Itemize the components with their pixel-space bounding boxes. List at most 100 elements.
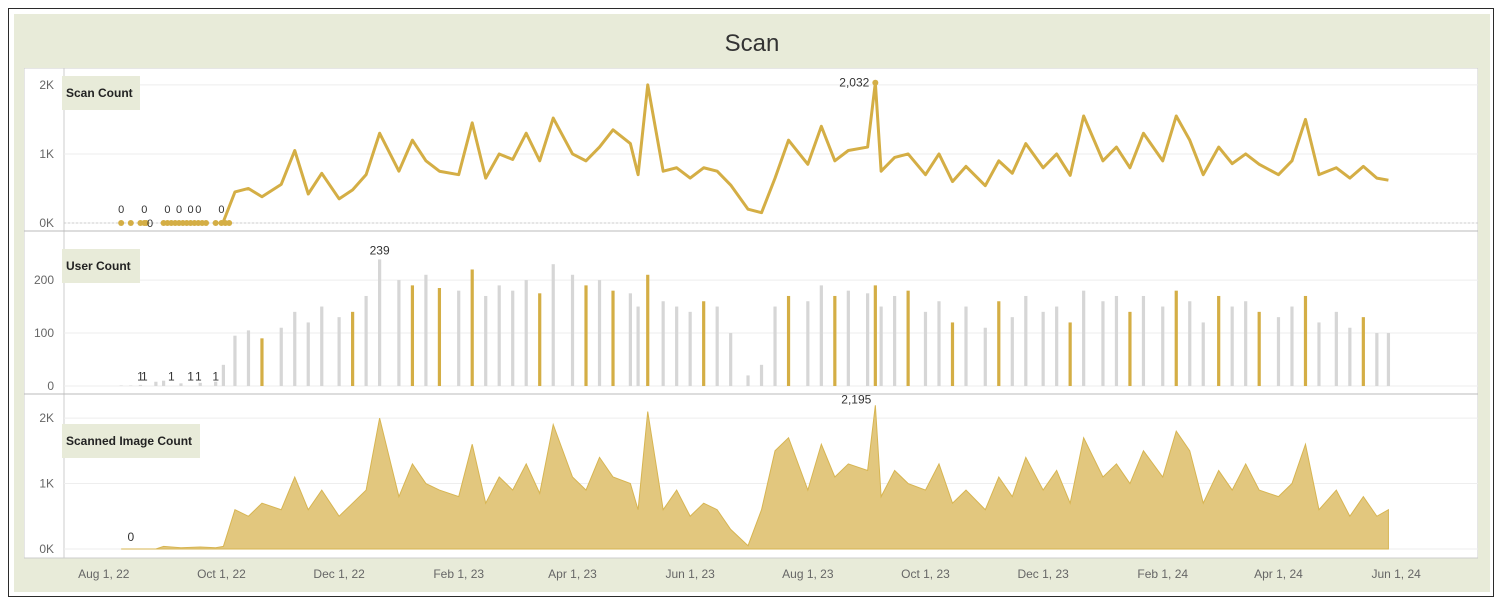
bar: [893, 295, 897, 386]
data-point: [226, 220, 233, 226]
bar: [138, 384, 143, 386]
data-label: 0: [127, 530, 134, 544]
bar: [773, 306, 777, 386]
bar: [964, 306, 968, 386]
bar: [1317, 322, 1321, 386]
y-tick-label: 2K: [39, 78, 54, 92]
bar: [866, 293, 870, 386]
panel-title-box: [62, 249, 140, 283]
bar: [1055, 306, 1059, 386]
y-tick-label: 1K: [39, 147, 54, 161]
bar: [983, 327, 987, 386]
data-point: [203, 220, 210, 226]
bar: [1024, 295, 1028, 386]
bar: [1361, 317, 1365, 386]
bar: [879, 306, 883, 386]
x-tick-label: Oct 1, 22: [197, 567, 246, 581]
data-label: 2,032: [839, 76, 869, 90]
y-tick-label: 100: [34, 326, 54, 340]
x-tick-label: Dec 1, 23: [1017, 567, 1069, 581]
bar: [570, 274, 575, 386]
bar: [1161, 306, 1165, 386]
bar: [806, 301, 810, 386]
bar: [702, 301, 706, 386]
data-label: 1: [141, 369, 148, 383]
plots-background: [23, 67, 1479, 559]
bar: [661, 301, 665, 386]
bar: [950, 322, 955, 386]
dashboard-title: Scan: [724, 30, 780, 57]
bar: [833, 295, 837, 386]
bar: [214, 381, 218, 386]
bar: [628, 293, 632, 386]
bar: [819, 285, 823, 386]
y-tick-label: 200: [34, 273, 54, 287]
bar: [279, 327, 283, 386]
bar: [1334, 311, 1338, 386]
bar: [746, 375, 750, 386]
data-point: [143, 220, 150, 226]
data-label: 0: [195, 204, 201, 216]
bar: [1041, 311, 1045, 386]
bar: [364, 295, 368, 386]
bar: [873, 285, 877, 386]
bar: [1257, 311, 1261, 386]
bar: [511, 290, 515, 386]
bar: [320, 306, 324, 386]
bar: [497, 285, 501, 386]
y-tick-label: 0K: [39, 216, 54, 230]
x-tick-label: Oct 1, 23: [901, 567, 950, 581]
bar: [1375, 333, 1379, 386]
data-point: [872, 79, 879, 86]
bar: [337, 317, 341, 386]
bar: [675, 306, 679, 386]
bar: [457, 290, 461, 386]
bar: [198, 382, 202, 386]
x-tick-label: Apr 1, 24: [1254, 567, 1303, 581]
bar: [233, 335, 237, 386]
bar: [1114, 295, 1119, 386]
data-label: 0: [118, 204, 124, 216]
bar: [597, 280, 602, 386]
bar: [1101, 301, 1105, 386]
bar: [484, 295, 488, 386]
bar: [179, 383, 183, 386]
bar: [221, 364, 225, 386]
x-tick-label: Feb 1, 23: [433, 567, 484, 581]
bar: [646, 274, 650, 386]
series-line: [221, 81, 1389, 223]
bar: [306, 322, 310, 386]
data-label: 1: [195, 369, 202, 383]
bar: [688, 311, 692, 386]
bar: [997, 301, 1001, 386]
bar: [397, 280, 401, 386]
y-tick-label: 0: [47, 379, 54, 393]
bar: [584, 285, 588, 386]
bar: [611, 290, 615, 386]
panel-title-box: [62, 424, 200, 458]
bar: [1201, 322, 1205, 386]
bar: [1188, 301, 1192, 386]
bar: [1348, 327, 1352, 386]
series-area: [121, 405, 1389, 550]
bar: [1082, 290, 1086, 386]
bar: [260, 338, 264, 386]
bar: [437, 288, 442, 386]
bar: [1276, 317, 1281, 386]
bar: [119, 385, 123, 386]
y-tick-label: 1K: [39, 477, 54, 491]
y-tick-label: 2K: [39, 411, 54, 425]
panel-title: Scanned Image Count: [66, 434, 192, 448]
bar: [1303, 295, 1308, 386]
bar: [470, 269, 474, 386]
bar: [424, 274, 428, 386]
bar: [129, 385, 133, 386]
bar: [1217, 295, 1221, 386]
data-label: 1: [168, 369, 175, 383]
y-tick-label: 0K: [39, 542, 54, 556]
bar: [1128, 311, 1132, 386]
bar: [1174, 290, 1178, 386]
bar: [538, 293, 542, 386]
bar: [937, 301, 941, 386]
